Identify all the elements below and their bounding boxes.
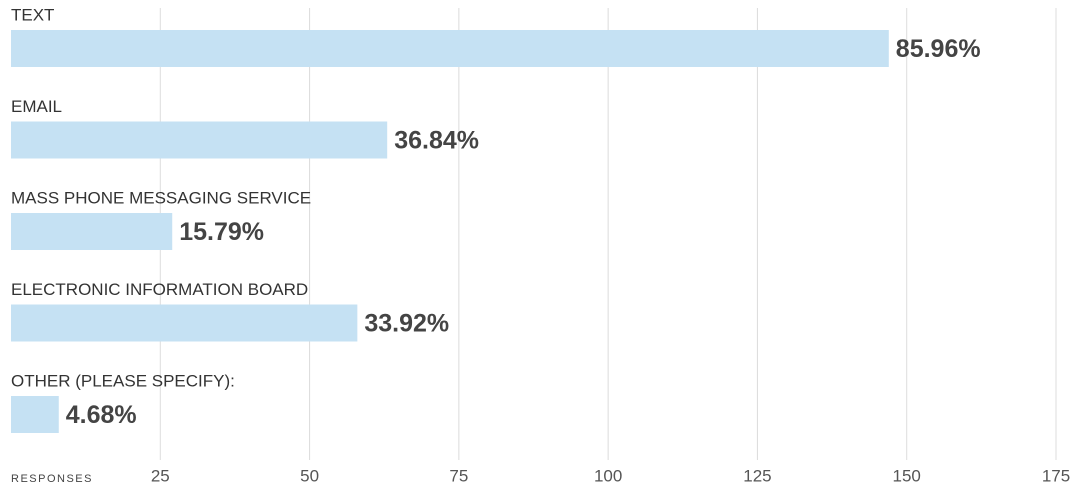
value-label: 4.68%	[66, 401, 137, 429]
value-label: 36.84%	[394, 127, 479, 155]
bar	[11, 304, 358, 342]
category-label: TEXT	[11, 5, 54, 24]
category-label: ELECTRONIC INFORMATION BOARD	[11, 280, 308, 299]
value-label: 15.79%	[179, 218, 264, 246]
bar	[11, 30, 889, 67]
value-label: 33.92%	[364, 310, 449, 338]
bar	[11, 121, 388, 159]
value-label: 85.96%	[896, 35, 981, 63]
bar	[11, 213, 173, 250]
x-tick-label: 150	[893, 466, 921, 485]
x-tick-label: 25	[151, 466, 170, 485]
x-tick-label: 125	[743, 466, 771, 485]
x-axis-label: RESPONSES	[11, 473, 93, 485]
x-tick-label: 75	[449, 466, 468, 485]
category-label: EMAIL	[11, 97, 62, 116]
x-tick-label: 50	[300, 466, 319, 485]
x-tick-label: 100	[594, 466, 622, 485]
x-tick-label: 175	[1042, 466, 1070, 485]
category-label: OTHER (PLEASE SPECIFY):	[11, 371, 235, 390]
category-label: MASS PHONE MESSAGING SERVICE	[11, 188, 311, 207]
bar	[11, 396, 59, 433]
